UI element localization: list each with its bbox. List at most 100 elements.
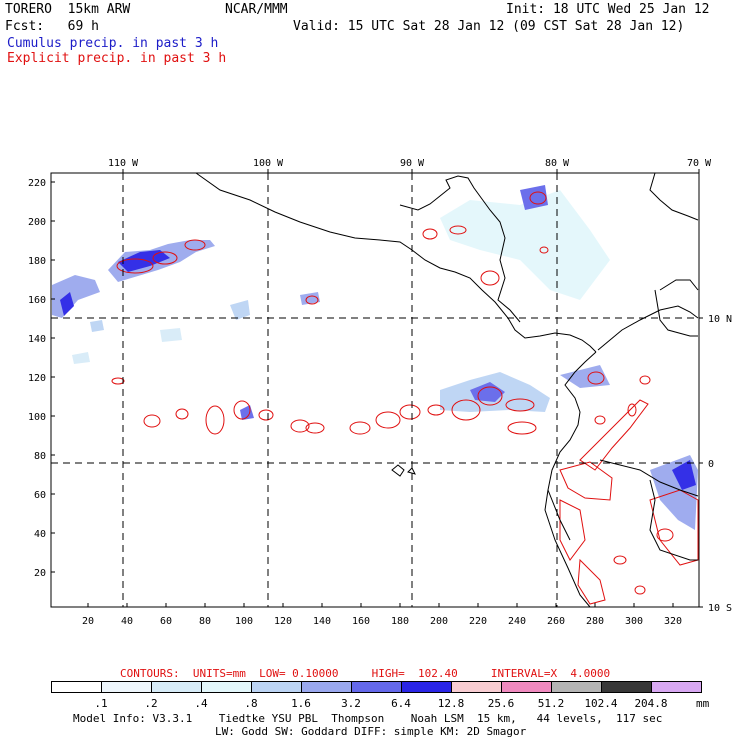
init-time: Init: 18 UTC Wed 25 Jan 12 [506,2,710,17]
colorbar-swatch [151,681,202,693]
lon-label: 110 W [108,158,139,169]
contour [305,422,325,434]
contour [205,405,225,435]
y-tick-label: 60 [34,490,46,501]
x-tick-label: 180 [391,616,409,627]
lat-label: 0 [708,459,714,470]
colorbar-swatch [451,681,502,693]
contour [613,555,627,565]
colorbar-label: .4 [194,697,208,710]
precip-area [672,460,696,490]
galapagos [391,464,405,477]
explicit-field-label: Explicit precip. in past 3 h [7,51,227,66]
contour [559,461,613,501]
colorbar-swatch [351,681,402,693]
colorbar-swatch [651,681,702,693]
precip-area [440,190,610,300]
x-tick-label: 100 [235,616,253,627]
colorbar-label: .1 [94,697,108,710]
x-tick-label: 160 [352,616,370,627]
model-info: Model Info: V3.3.1 Tiedtke YSU PBL Thomp… [73,712,663,725]
y-tick-label: 20 [34,568,46,579]
contour [627,403,637,417]
x-tick-label: 320 [664,616,682,627]
contour [349,421,371,435]
x-tick-label: 140 [313,616,331,627]
contour [111,377,125,385]
colorbar-label: 25.6 [487,697,515,710]
y-tick-label: 40 [34,529,46,540]
map-frame [50,172,700,608]
colorbar-label: 204.8 [634,697,668,710]
venezuela-coast [654,289,698,337]
colorbar-swatch [51,681,102,693]
organization: NCAR/MMM [225,2,288,17]
contour [505,398,535,412]
cumulus-field-label: Cumulus precip. in past 3 h [7,36,219,51]
contour [529,191,547,205]
forecast-hour: Fcst: 69 h [5,19,99,34]
colorbar-label: 12.8 [437,697,465,710]
contour [480,270,500,286]
colorbar-label: 3.2 [341,697,361,710]
lon-label: 80 W [545,158,570,169]
colorbar-swatch [251,681,302,693]
peru-coast [547,489,571,541]
contour [539,246,549,254]
precip-area [90,320,104,332]
contour [559,499,586,561]
x-tick-label: 40 [121,616,133,627]
colorbar-swatch [301,681,352,693]
x-tick-label: 200 [430,616,448,627]
model-name: TORERO 15km ARW [5,2,131,17]
coastlines [195,172,699,608]
colorbar-label: 102.4 [584,697,618,710]
contour [233,400,251,420]
colorbar-swatch [101,681,152,693]
contour [258,409,274,421]
x-tick-label: 300 [625,616,643,627]
y-tick-label: 180 [28,256,46,267]
contour [449,225,467,235]
colorbar-label: 1.6 [291,697,311,710]
colorbar-label: .8 [244,697,258,710]
precip-area [470,382,505,402]
valid-time: Valid: 15 UTC Sat 28 Jan 12 (09 CST Sat … [293,19,685,34]
y-tick-label: 80 [34,451,46,462]
precip-area [118,250,170,272]
colorbar-unit: mm [696,697,710,710]
lon-label: 100 W [253,158,284,169]
contour [656,528,674,542]
island-coast [649,172,699,221]
x-tick-label: 260 [547,616,565,627]
contour [305,295,319,305]
contour [399,404,421,420]
contour [184,239,206,251]
y-tick-label: 140 [28,334,46,345]
colorbar-swatch [601,681,652,693]
contour [422,228,438,240]
south-america-west-coast [544,351,597,608]
contours-info: CONTOURS: UNITS=mm LOW= 0.10000 HIGH= 10… [120,667,611,680]
model-physics: LW: Godd SW: Goddard DIFF: simple KM: 2D… [215,725,527,738]
tick-marks [51,169,703,608]
colorbar-swatch [501,681,552,693]
precip-area [160,328,182,342]
x-tick-label: 120 [274,616,292,627]
y-tick-label: 160 [28,295,46,306]
axis-labels: 110 W 100 W 90 W 80 W 70 W 10 N 0 10 S 2… [28,158,732,627]
precip-area [72,352,90,364]
y-tick-label: 220 [28,178,46,189]
explicit-precip-contours [111,191,699,605]
colorbar-swatch [551,681,602,693]
contour [290,419,310,433]
y-tick-label: 120 [28,373,46,384]
precip-area [60,292,74,316]
contour [507,421,537,435]
precip-area [300,292,320,305]
colorbar-label: 6.4 [391,697,411,710]
x-tick-label: 20 [82,616,94,627]
river [649,479,698,561]
x-tick-label: 60 [160,616,172,627]
